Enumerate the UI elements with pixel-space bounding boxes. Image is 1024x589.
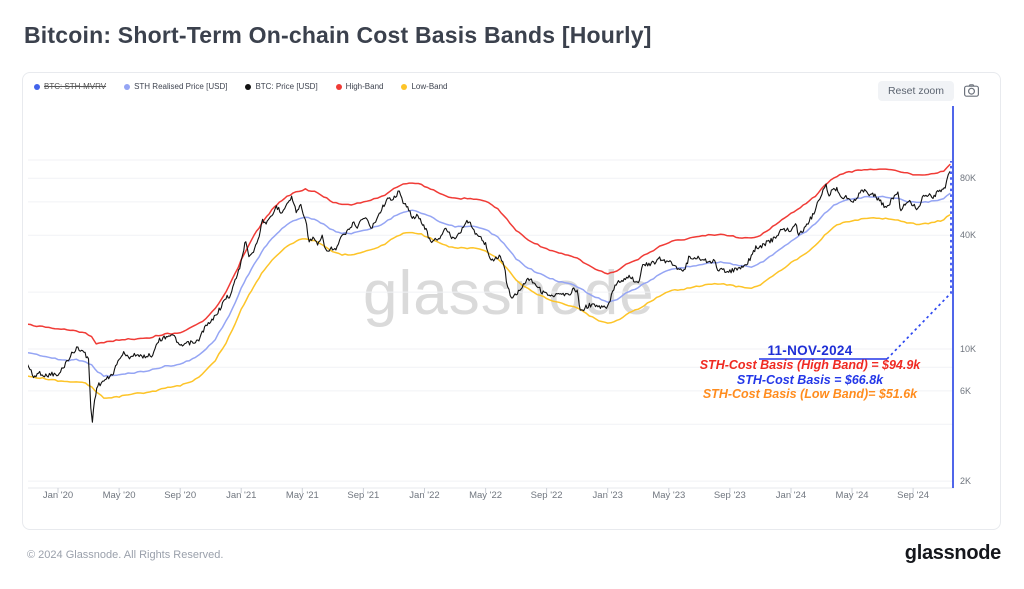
series-low-band xyxy=(28,214,951,399)
x-axis-label: Jan '21 xyxy=(226,490,257,501)
y-axis-label: 10K xyxy=(960,344,977,354)
legend-item-sth-realised-price-usd[interactable]: STH Realised Price [USD] xyxy=(124,82,227,91)
legend-label: BTC: Price [USD] xyxy=(255,82,318,91)
legend-dot-icon xyxy=(401,83,408,90)
x-axis-label: May '21 xyxy=(285,490,319,501)
x-axis-label: Sep '24 xyxy=(897,490,930,501)
reset-zoom-button[interactable]: Reset zoom xyxy=(877,81,954,101)
legend-label: High-Band xyxy=(345,82,384,91)
x-axis-label: Jan '24 xyxy=(775,490,807,501)
copyright-text: © 2024 Glassnode. All Rights Reserved. xyxy=(27,549,224,561)
legend-item-btc-sth-mvrv[interactable]: BTC: STH-MVRV xyxy=(34,82,106,91)
y-axis-label: 40K xyxy=(960,230,977,241)
legend-dot-icon xyxy=(34,83,40,90)
y-axis-label: 6K xyxy=(960,385,972,396)
legend-item-high-band[interactable]: High-Band xyxy=(335,82,384,91)
legend-label: Low-Band xyxy=(411,82,448,91)
x-axis-label: Sep '22 xyxy=(530,490,563,501)
series-btc-price-usd xyxy=(28,171,951,423)
camera-icon xyxy=(963,84,980,102)
x-axis-label: Sep '20 xyxy=(164,490,197,501)
legend-label: STH Realised Price [USD] xyxy=(134,82,228,91)
legend-dot-icon xyxy=(124,83,131,90)
annotation-line: STH-Cost Basis (High Band) = $94.9k xyxy=(699,358,921,372)
legend-item-low-band[interactable]: Low-Band xyxy=(401,82,448,91)
x-axis-label: May '20 xyxy=(102,490,136,501)
chart-card: BTC: STH-MVRV STH Realised Price [USD] BTC… xyxy=(22,72,1001,530)
y-axis-label: 80K xyxy=(960,173,977,184)
plot-area[interactable]: glassnode xyxy=(28,106,954,498)
legend-label: BTC: STH-MVRV xyxy=(44,82,107,91)
x-axis-label: May '22 xyxy=(469,490,503,501)
x-axis-label: Sep '23 xyxy=(713,490,746,501)
x-axis-label: Jan '22 xyxy=(409,490,440,501)
plot-svg xyxy=(28,106,954,493)
chart-annotation: 11-NOV-2024 STH-Cost Basis (High Band) =… xyxy=(678,343,942,402)
annotation-pointer-line xyxy=(886,161,952,360)
legend-dot-icon xyxy=(245,83,252,90)
chart-legend: BTC: STH-MVRV STH Realised Price [USD] BTC… xyxy=(34,82,448,91)
x-axis-label: May '24 xyxy=(835,490,869,501)
series-high-band xyxy=(28,163,951,345)
camera-button[interactable] xyxy=(962,82,980,100)
annotation-date: 11-NOV-2024 xyxy=(767,343,853,358)
legend-dot-icon xyxy=(335,83,342,90)
x-axis-label: May '23 xyxy=(652,490,686,501)
glassnode-logo: glassnode xyxy=(904,542,1002,564)
x-axis-label: Jan '20 xyxy=(42,490,74,501)
x-axis-label: Sep '21 xyxy=(347,490,380,501)
x-axis-label: Jan '23 xyxy=(592,490,623,501)
page-title: Bitcoin: Short-Term On-chain Cost Basis … xyxy=(24,22,652,48)
legend-item-btc-price-usd[interactable]: BTC: Price [USD] xyxy=(245,82,318,91)
series-sth-realised-price-usd xyxy=(28,192,951,378)
annotation-line: STH-Cost Basis = $66.8k xyxy=(736,372,884,387)
y-axis-label: 2K xyxy=(960,476,972,487)
annotation-line: STH-Cost Basis (Low Band)= $51.6k xyxy=(702,387,918,401)
